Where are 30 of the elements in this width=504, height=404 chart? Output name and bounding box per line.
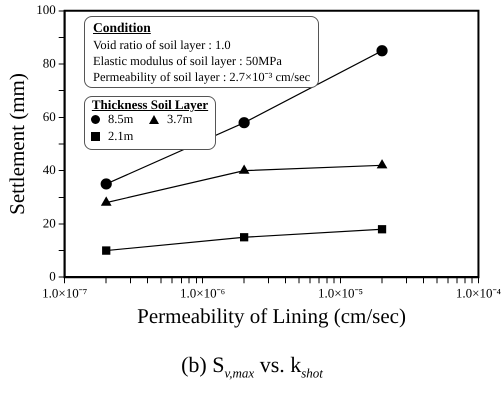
point [376,45,388,56]
point [240,233,248,242]
point [100,178,112,190]
y-tick-label: 20 [42,215,56,230]
y-tick-label: 40 [42,162,56,178]
legend-label: 3.7m [167,112,192,127]
y-tick-label: 100 [36,2,56,18]
y-tick-label: 0 [49,268,56,284]
point [239,165,250,174]
annotation: Condition [93,19,152,37]
point [377,160,387,168]
legend-title: Thickness Soil Layer [91,97,209,112]
y-axis-title: Settlement (mm) [5,73,30,215]
x-tick-label: 1.0×10⁻⁵ [318,285,364,300]
y-tick-label: 80 [42,56,56,70]
legend-label: 8.5m [108,112,134,127]
annotation: Elastic modulus of soil layer : 50MPa [93,53,283,69]
point [238,117,250,128]
x-tick-label: 1.0×10⁻⁷ [42,285,88,300]
annotation: Permeability of soil layer : 2.7×10⁻³ cm/sec [93,69,310,85]
x-tick-label: 1.0×10⁻⁴ [456,285,502,300]
legend-label: 2.1m [108,129,134,144]
annotation: Void ratio of soil layer : 1.0 [93,37,232,53]
x-axis-title: Permeability of Lining (cm/sec) [137,304,406,328]
point [102,246,110,255]
point [101,197,112,206]
point [378,225,386,234]
x-tick-label: 1.0×10⁻⁶ [180,285,226,300]
y-tick-label: 60 [42,108,56,124]
text: (b) S$_{v,max}$ vs. k$_{shot}$ [180,352,324,382]
